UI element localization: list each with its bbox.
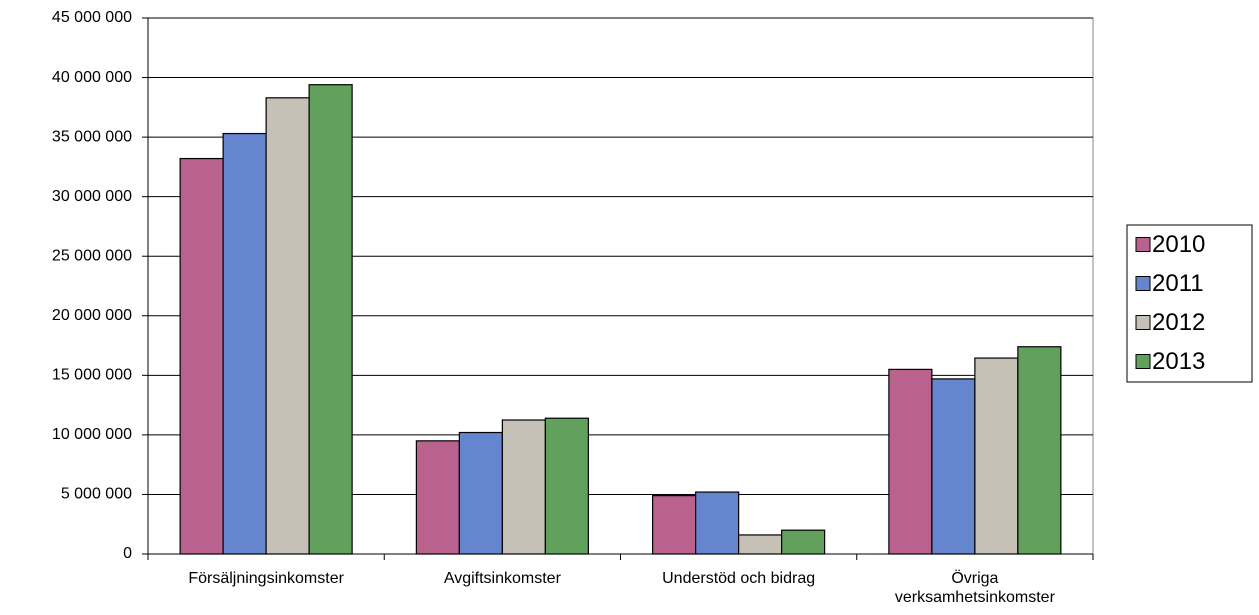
bar: [265, 97, 310, 555]
bar: [695, 491, 740, 555]
y-tick-label: 20 000 000: [52, 307, 132, 324]
bar: [544, 417, 589, 555]
bar: [308, 84, 353, 555]
x-tick-label: Understöd och bidrag: [662, 570, 815, 587]
bar: [1017, 346, 1062, 555]
bar: [738, 534, 783, 555]
y-tick-label: 25 000 000: [52, 247, 132, 264]
x-tick-label: Övriga verksamhetsinkomster: [895, 569, 1056, 606]
legend-swatch: [1135, 276, 1151, 291]
y-tick-label: 30 000 000: [52, 188, 132, 205]
legend-swatch: [1135, 237, 1151, 252]
legend-swatch: [1135, 354, 1151, 369]
legend-label: 2011: [1152, 270, 1204, 297]
y-tick-label: 35 000 000: [52, 128, 132, 145]
bar: [222, 132, 267, 555]
bar: [458, 431, 503, 555]
legend-label: 2013: [1152, 348, 1205, 375]
bar: [888, 368, 933, 555]
y-tick-label: 40 000 000: [52, 69, 132, 86]
bar: [974, 357, 1019, 555]
y-tick-label: 0: [123, 545, 132, 562]
y-tick-label: 5 000 000: [61, 486, 132, 503]
x-tick-label: Avgiftsinkomster: [444, 570, 562, 587]
y-tick-label: 10 000 000: [52, 426, 132, 443]
bar: [179, 157, 224, 555]
y-tick-label: 45 000 000: [52, 9, 132, 26]
bar: [931, 378, 976, 555]
bar: [501, 419, 546, 555]
x-tick-label: Försäljningsinkomster: [188, 570, 344, 587]
legend-swatch: [1135, 315, 1151, 330]
bar: [652, 495, 697, 555]
legend-label: 2010: [1152, 231, 1205, 258]
y-tick-label: 15 000 000: [52, 367, 132, 384]
bar: [415, 440, 460, 555]
bar: [781, 529, 826, 555]
legend-label: 2012: [1152, 309, 1205, 336]
